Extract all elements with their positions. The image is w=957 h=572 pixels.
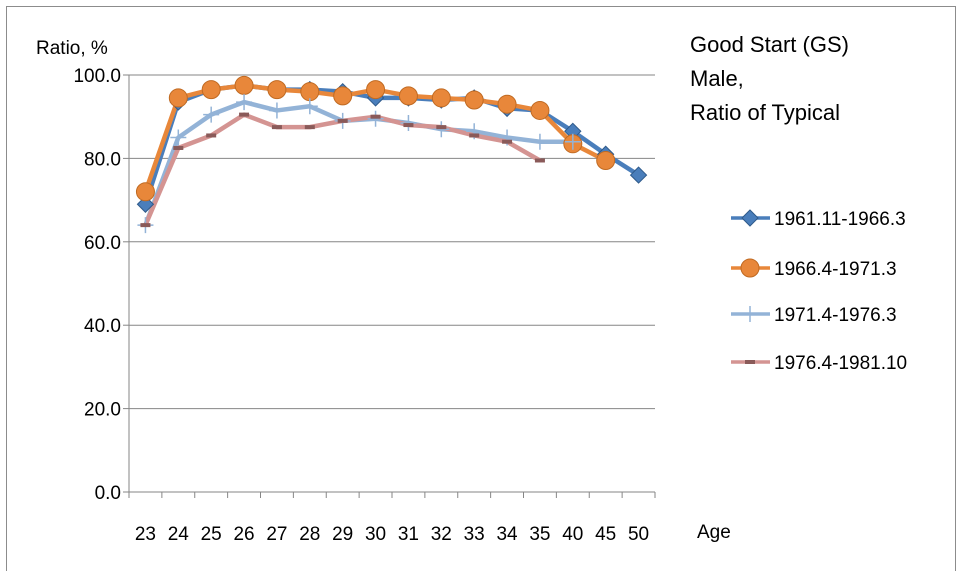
circle-marker: [366, 80, 386, 100]
series-markers: [135, 75, 648, 234]
dash-marker: [534, 158, 545, 163]
chart-frame: [6, 6, 956, 571]
plus-marker: [531, 133, 548, 150]
x-tick-label: 50: [628, 524, 649, 545]
circle-marker: [135, 182, 155, 202]
circle-marker: [234, 75, 254, 95]
circle-marker: [497, 94, 517, 114]
circle-marker: [333, 86, 353, 106]
dash-marker-icon: [745, 360, 755, 364]
x-tick-label: 26: [233, 524, 254, 545]
legend-label: 1961.11-1966.3: [774, 209, 906, 230]
x-tick-label: 40: [562, 524, 583, 545]
x-tick-label: 24: [168, 524, 190, 545]
axes: [123, 74, 656, 498]
x-tick-label: 32: [431, 524, 452, 545]
y-tick-label: 20.0: [84, 400, 121, 421]
legend-entry-1976-4: 1976.4-1981.10: [731, 353, 907, 374]
plus-marker: [236, 94, 253, 111]
plus-marker: [400, 114, 417, 131]
chart-title-line-3: Ratio of Typical: [690, 100, 840, 125]
plus-marker: [203, 106, 220, 123]
x-axis-title: Age: [697, 522, 731, 543]
y-tick-label: 0.0: [95, 483, 121, 504]
circle-marker: [398, 86, 418, 106]
legend-entry-1966-4: 1966.4-1971.3: [731, 258, 897, 280]
x-tick-label: 31: [398, 524, 419, 545]
gridlines: [129, 74, 655, 410]
x-tick-label: 23: [135, 524, 156, 545]
x-tick-label: 29: [332, 524, 353, 545]
x-tick-label: 33: [464, 524, 485, 545]
y-axis-title: Ratio, %: [36, 38, 108, 59]
x-tick-label: 30: [365, 524, 386, 545]
x-tick-label: 35: [529, 524, 550, 545]
x-tick-label: 45: [595, 524, 616, 545]
diamond-marker-icon: [741, 209, 759, 227]
circle-marker: [431, 88, 451, 108]
legend-label: 1976.4-1981.10: [774, 353, 907, 374]
circle-marker-icon: [740, 258, 760, 278]
dash-marker: [436, 125, 447, 130]
dash-marker: [239, 112, 250, 117]
y-tick-label: 60.0: [84, 233, 121, 254]
dash-marker: [502, 139, 513, 144]
legend-label: 1966.4-1971.3: [774, 259, 897, 280]
legend-entry-1971-4: 1971.4-1976.3: [731, 305, 897, 326]
y-tick-label: 100.0: [73, 66, 121, 87]
x-tick-label: 28: [299, 524, 320, 545]
dash-marker: [469, 133, 480, 138]
plus-marker: [564, 133, 581, 150]
x-tick-labels: 23 24 25 26 27 28 29 30 31 32 33 34 35 40 45 50: [135, 524, 649, 545]
plus-marker: [170, 129, 187, 146]
x-tick-label: 27: [266, 524, 287, 545]
dash-marker: [173, 145, 184, 150]
circle-marker: [168, 88, 188, 108]
y-tick-label: 40.0: [84, 316, 121, 337]
dash-marker: [304, 125, 315, 130]
chart-title-line-1: Good Start (GS): [690, 32, 849, 57]
diamond-marker: [629, 166, 648, 184]
plus-marker-icon: [742, 306, 758, 322]
x-tick-label: 34: [496, 524, 518, 545]
dash-marker: [403, 123, 414, 128]
circle-marker: [464, 90, 484, 110]
chart-title-line-2: Male,: [690, 66, 744, 91]
dash-marker: [140, 223, 151, 228]
plus-marker: [268, 102, 285, 119]
dash-marker: [271, 125, 282, 130]
circle-marker: [596, 150, 616, 170]
plus-marker: [367, 110, 384, 127]
x-tick-label: 25: [201, 524, 222, 545]
circle-marker: [300, 82, 320, 102]
series-lines: [143, 83, 640, 227]
circle-marker: [201, 80, 221, 100]
legend-entry-1961-11: 1961.11-1966.3: [731, 209, 906, 230]
dash-marker: [370, 114, 381, 119]
y-tick-labels: 0.0 20.0 40.0 60.0 80.0 100.0: [73, 66, 121, 504]
circle-marker: [267, 80, 287, 100]
dash-marker: [206, 133, 217, 138]
plus-marker: [301, 98, 318, 115]
legend-label: 1971.4-1976.3: [774, 305, 897, 326]
legend: 1961.11-1966.3 1966.4-1971.3 1971.4-1976…: [731, 209, 907, 374]
plus-marker: [433, 121, 450, 138]
y-tick-label: 80.0: [84, 149, 121, 170]
circle-marker: [530, 100, 550, 120]
dash-marker: [337, 118, 348, 123]
